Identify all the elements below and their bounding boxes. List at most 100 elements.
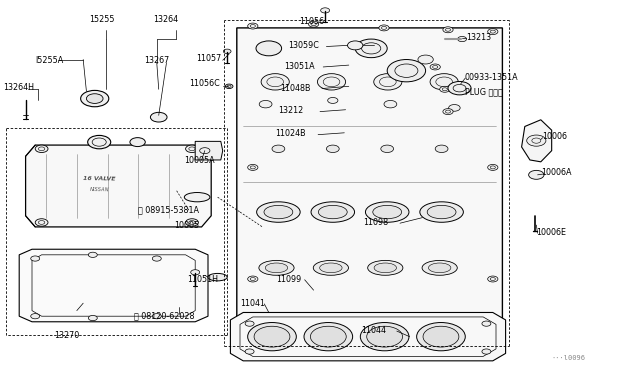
Text: 10005: 10005 — [174, 221, 199, 230]
Circle shape — [443, 109, 453, 115]
Text: 16 VALVE: 16 VALVE — [83, 176, 115, 181]
Circle shape — [130, 138, 145, 147]
Ellipse shape — [372, 205, 402, 219]
Circle shape — [527, 135, 546, 146]
Circle shape — [387, 60, 426, 82]
Circle shape — [88, 252, 97, 257]
Ellipse shape — [428, 205, 456, 219]
Polygon shape — [19, 249, 208, 322]
Text: 13059C: 13059C — [289, 41, 319, 50]
Circle shape — [321, 8, 330, 13]
Text: 10006A: 10006A — [541, 169, 572, 177]
Text: 13051A: 13051A — [284, 62, 315, 71]
Circle shape — [152, 314, 161, 319]
Ellipse shape — [319, 205, 347, 219]
Circle shape — [223, 49, 231, 54]
Ellipse shape — [266, 263, 288, 273]
Ellipse shape — [365, 202, 409, 222]
Ellipse shape — [314, 260, 349, 275]
Circle shape — [245, 349, 254, 354]
Circle shape — [379, 25, 389, 31]
Circle shape — [488, 276, 498, 282]
Ellipse shape — [264, 205, 292, 219]
Circle shape — [367, 326, 403, 347]
Text: 11099: 11099 — [276, 275, 301, 283]
Ellipse shape — [208, 273, 227, 281]
Text: 11051H: 11051H — [187, 275, 218, 284]
Polygon shape — [230, 312, 506, 361]
Text: PLUG プラグ: PLUG プラグ — [465, 87, 502, 96]
Circle shape — [308, 21, 319, 27]
Text: 13264H: 13264H — [3, 83, 34, 92]
Ellipse shape — [257, 202, 300, 222]
Circle shape — [88, 135, 111, 149]
Circle shape — [152, 256, 161, 261]
Ellipse shape — [320, 263, 342, 273]
Text: 13213: 13213 — [466, 33, 491, 42]
Circle shape — [430, 64, 440, 70]
Circle shape — [458, 36, 467, 42]
Ellipse shape — [184, 193, 210, 202]
Circle shape — [430, 74, 458, 90]
Circle shape — [328, 97, 338, 103]
Text: ⓘ 08915-5381A: ⓘ 08915-5381A — [138, 206, 198, 215]
Circle shape — [449, 105, 460, 111]
Ellipse shape — [420, 202, 463, 222]
Text: 11044: 11044 — [362, 326, 387, 335]
Circle shape — [88, 315, 97, 321]
Ellipse shape — [429, 263, 451, 273]
Circle shape — [31, 256, 40, 261]
Circle shape — [381, 145, 394, 153]
Circle shape — [150, 112, 167, 122]
Circle shape — [418, 55, 433, 64]
Circle shape — [417, 323, 465, 351]
Text: 11041: 11041 — [241, 299, 266, 308]
Text: 11056: 11056 — [300, 17, 324, 26]
Circle shape — [86, 94, 103, 103]
Polygon shape — [237, 28, 502, 342]
Circle shape — [304, 323, 353, 351]
Circle shape — [256, 41, 282, 56]
Circle shape — [254, 326, 290, 347]
Text: 15255: 15255 — [90, 15, 115, 24]
Text: 10006: 10006 — [542, 132, 567, 141]
Circle shape — [443, 27, 453, 33]
Text: 11098: 11098 — [364, 218, 388, 227]
Circle shape — [225, 84, 233, 89]
Polygon shape — [195, 141, 223, 160]
Circle shape — [191, 270, 200, 275]
Circle shape — [482, 349, 491, 354]
Circle shape — [272, 145, 285, 153]
Polygon shape — [522, 120, 552, 162]
Text: 10006E: 10006E — [536, 228, 566, 237]
Text: Ⓑ 08120-62028: Ⓑ 08120-62028 — [134, 312, 195, 321]
Circle shape — [423, 326, 459, 347]
Circle shape — [326, 145, 339, 153]
Circle shape — [482, 321, 491, 326]
Circle shape — [35, 145, 48, 153]
Text: 11024B: 11024B — [275, 129, 306, 138]
Circle shape — [248, 276, 258, 282]
Text: 13267: 13267 — [144, 56, 169, 65]
Circle shape — [259, 100, 272, 108]
Text: 00933-1351A: 00933-1351A — [465, 73, 518, 81]
Ellipse shape — [422, 260, 458, 275]
Text: NISSAN: NISSAN — [90, 187, 109, 192]
Circle shape — [245, 321, 254, 326]
Circle shape — [360, 323, 409, 351]
Circle shape — [186, 219, 198, 226]
Text: ···l0096: ···l0096 — [552, 355, 586, 361]
Circle shape — [248, 164, 258, 170]
Text: 13270: 13270 — [54, 331, 79, 340]
Circle shape — [35, 219, 48, 226]
Text: 11056C: 11056C — [189, 79, 220, 88]
Circle shape — [355, 39, 387, 58]
Circle shape — [374, 74, 402, 90]
Circle shape — [529, 170, 544, 179]
Text: 13264: 13264 — [154, 15, 179, 24]
Circle shape — [488, 164, 498, 170]
Text: 13212: 13212 — [278, 106, 303, 115]
Circle shape — [248, 323, 296, 351]
Circle shape — [261, 74, 289, 90]
Ellipse shape — [367, 260, 403, 275]
